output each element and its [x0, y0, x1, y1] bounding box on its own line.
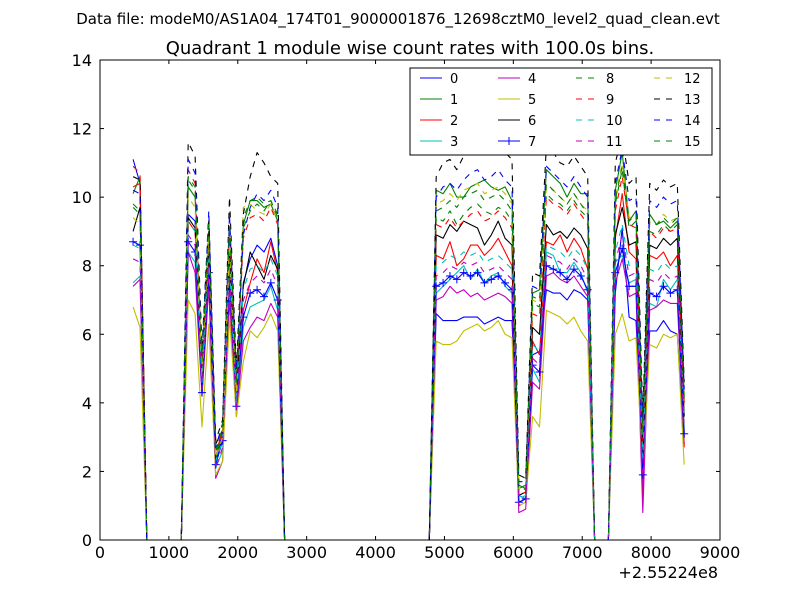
- series-line-13: [132, 134, 685, 541]
- legend-label-6: 6: [528, 114, 536, 129]
- y-tick-label: 12: [72, 120, 92, 139]
- x-tick-label: 9000: [700, 543, 741, 562]
- series-line-6: [132, 206, 685, 541]
- legend-label-1: 1: [450, 93, 458, 108]
- legend-label-13: 13: [684, 93, 701, 108]
- series-7-marker: [253, 285, 262, 294]
- y-tick-label: 8: [82, 257, 92, 276]
- series-7-marker: [618, 244, 627, 253]
- legend-marker: [505, 137, 513, 145]
- legend-label-4: 4: [528, 72, 536, 87]
- y-tick-label: 6: [82, 325, 92, 344]
- legend-label-2: 2: [450, 114, 458, 129]
- axes: 0 1000 2000 3000 4000 5000 6000 7000 8000 9000 0 2 4…: [72, 51, 741, 562]
- series-7-marker: [569, 265, 578, 274]
- series-7-marker: [452, 275, 461, 284]
- series-7-marker: [246, 289, 255, 298]
- y-tick-label: 0: [82, 531, 92, 550]
- series-line-8: [132, 169, 685, 541]
- series-7-marker: [680, 429, 689, 438]
- legend-box: [409, 67, 713, 156]
- series-7-marker: [129, 237, 138, 246]
- x-tick-label: 5000: [424, 543, 465, 562]
- x-tick-label: 1000: [149, 543, 190, 562]
- series-line-9: [132, 165, 685, 541]
- legend-label-11: 11: [606, 135, 623, 150]
- series-line-7: [132, 241, 685, 541]
- series-line-11: [132, 234, 685, 541]
- series-7-marker: [563, 275, 572, 284]
- series-line-5: [132, 299, 685, 541]
- series-7-marker: [439, 278, 448, 287]
- series-7-marker: [480, 278, 489, 287]
- legend-label-0: 0: [450, 72, 458, 87]
- series-7-marker: [197, 388, 206, 397]
- series-line-0: [132, 159, 685, 541]
- x-tick-label: 3000: [286, 543, 327, 562]
- series-7-marker: [659, 282, 668, 291]
- series-line-2: [132, 182, 685, 541]
- x-tick-label: 8000: [631, 543, 672, 562]
- x-tick-label: 6000: [493, 543, 534, 562]
- series-7-marker: [239, 313, 248, 322]
- legend-label-8: 8: [606, 72, 614, 87]
- series-7-marker: [625, 282, 634, 291]
- series-7-marker: [501, 278, 510, 287]
- legend-label-10: 10: [606, 114, 623, 129]
- series-7-marker: [266, 278, 275, 287]
- series-line-1: [132, 152, 685, 541]
- y-tick-label: 10: [72, 188, 92, 207]
- series-line-15: [132, 165, 685, 541]
- legend-label-5: 5: [528, 93, 536, 108]
- series-line-12: [132, 162, 685, 541]
- series-layer: [129, 134, 689, 541]
- legend-label-12: 12: [684, 72, 701, 87]
- legend-label-3: 3: [450, 135, 458, 150]
- series-7-marker: [459, 268, 468, 277]
- x-tick-label: 7000: [562, 543, 603, 562]
- legend-label-14: 14: [684, 114, 701, 129]
- series-7-marker: [549, 265, 558, 274]
- series-7-marker: [259, 292, 268, 301]
- series-7-marker: [487, 275, 496, 284]
- series-7-marker: [576, 272, 585, 280]
- x-offset-label: +2.55224e8: [618, 563, 718, 582]
- legend-label-7: 7: [528, 135, 536, 150]
- series-7-marker: [535, 368, 544, 376]
- x-tick-label: 2000: [217, 543, 258, 562]
- series-7-marker: [666, 289, 675, 298]
- series-7-marker: [473, 268, 482, 277]
- series-7-marker: [466, 272, 475, 280]
- series-7-marker: [652, 292, 661, 301]
- y-tick-label: 2: [82, 462, 92, 481]
- series-line-4: [132, 251, 685, 541]
- series-line-10: [132, 220, 685, 541]
- series-7-marker: [556, 268, 565, 277]
- legend-label-15: 15: [684, 135, 701, 150]
- y-tick-label: 4: [82, 394, 92, 413]
- legend-label-9: 9: [606, 93, 614, 108]
- series-line-3: [132, 251, 685, 541]
- plot-frame: [99, 59, 721, 541]
- y-tick-label: 14: [72, 51, 92, 70]
- data-file-label: Data file: modeM0/AS1A04_174T01_90000018…: [76, 10, 720, 29]
- x-tick-label: 0: [95, 543, 105, 562]
- chart-title: Quadrant 1 module wise count rates with …: [166, 38, 655, 59]
- series-line-14: [132, 148, 685, 541]
- series-7-marker: [445, 272, 454, 280]
- x-tick-label: 4000: [355, 543, 396, 562]
- series-7-marker: [494, 272, 503, 280]
